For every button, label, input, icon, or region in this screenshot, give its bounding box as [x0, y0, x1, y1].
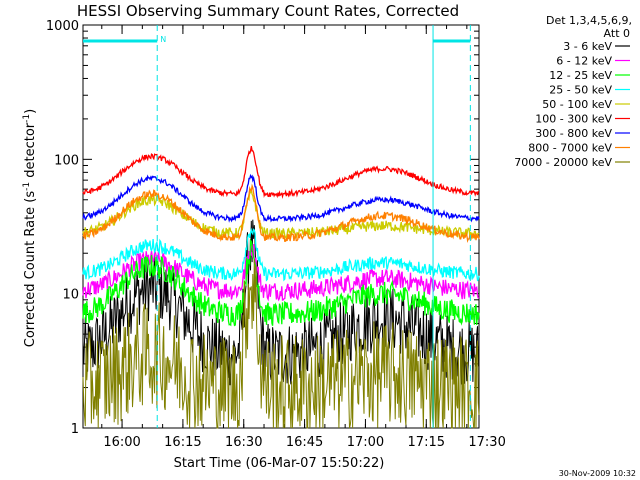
legend-label: 3 - 6 keV	[563, 40, 612, 53]
legend-label: 25 - 50 keV	[549, 84, 612, 97]
y-axis-label: Corrected Count Rate (s-1 detector-1)	[22, 109, 38, 347]
legend-label: 6 - 12 keV	[556, 55, 612, 68]
series-line-0	[82, 219, 480, 386]
y-axis-label-part-1: Corrected Count Rate (s	[23, 191, 38, 348]
series-line-7	[82, 183, 480, 243]
legend-label: 12 - 25 keV	[549, 69, 612, 82]
series-line-3	[82, 227, 480, 282]
x-tick-label: 16:30	[225, 435, 262, 450]
legend-label: 7000 - 20000 keV	[514, 156, 612, 169]
y-axis-label-exponent-2: -1	[22, 114, 32, 123]
y-tick-label: 100	[54, 153, 79, 168]
plot-frame	[82, 24, 480, 429]
series-line-4	[82, 188, 480, 240]
series-line-2	[82, 238, 480, 327]
legend-label: 300 - 800 keV	[535, 127, 612, 140]
legend: Det 1,3,4,5,6,9, Att 0 3 - 6 keV 6 - 12 k…	[514, 14, 632, 169]
legend-header-line-2: Att 0	[604, 27, 630, 40]
legend-label: 100 - 300 keV	[535, 113, 612, 126]
footer-date: 30-Nov-2009 10:32	[559, 469, 636, 478]
series-line-6	[82, 173, 480, 223]
x-tick-label: 17:15	[408, 435, 445, 450]
x-tick-label: 16:00	[103, 435, 140, 450]
y-tick-label: 1	[71, 422, 79, 437]
x-axis-label: Start Time (06-Mar-07 15:50:22)	[174, 456, 385, 471]
legend-header-line-1: Det 1,3,4,5,6,9,	[546, 14, 632, 27]
series-line-8	[82, 258, 480, 429]
series-line-5	[82, 145, 480, 199]
y-tick-label: 1000	[46, 19, 79, 34]
legend-label: 800 - 7000 keV	[528, 142, 612, 155]
y-tick-label: 10	[62, 288, 79, 303]
chart-title: HESSI Observing Summary Count Rates, Cor…	[77, 2, 459, 20]
x-tick-label: 16:45	[286, 435, 323, 450]
plot-area: 1 10 100 1000 16:00 16:15 16:30 16:45 17:00 17:15…	[46, 19, 506, 450]
x-tick-label: 17:30	[468, 435, 505, 450]
y-axis-label-part-2: detector	[23, 122, 38, 182]
x-tick-label: 16:15	[164, 435, 201, 450]
marker-label: N	[160, 35, 166, 44]
legend-label: 50 - 100 keV	[542, 98, 612, 111]
y-axis-label-exponent-1: -1	[22, 182, 32, 191]
x-tick-label: 17:00	[347, 435, 384, 450]
y-axis-label-part-3: )	[23, 109, 38, 114]
